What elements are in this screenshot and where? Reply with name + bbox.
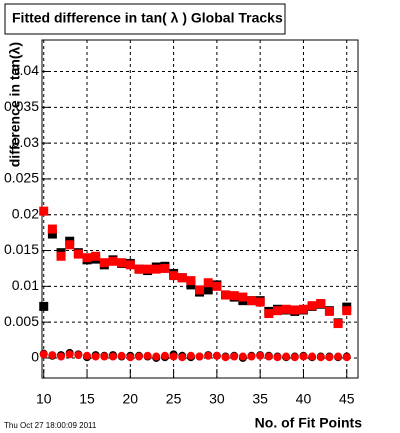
square-point (143, 264, 153, 274)
square-point (307, 301, 317, 311)
x-tick-label: 45 (339, 391, 355, 407)
circle-point (186, 351, 195, 360)
square-point (221, 290, 231, 300)
circle-point (282, 352, 291, 361)
square-point (39, 206, 49, 216)
circle-point (160, 351, 169, 360)
y-tick-label: 0.015 (4, 241, 39, 257)
circle-point (204, 351, 213, 360)
circle-point (230, 352, 239, 361)
circle-point (152, 352, 161, 361)
x-tick-label: 15 (79, 391, 95, 407)
square-point (73, 249, 83, 259)
circle-point (290, 353, 299, 362)
title-box (4, 3, 286, 35)
x-tick-label: 20 (123, 391, 139, 407)
circle-point (117, 351, 126, 360)
y-tick-label: 0.025 (4, 170, 39, 186)
circle-point (48, 351, 57, 360)
y-tick-label: 0.035 (4, 98, 39, 114)
circle-point (143, 351, 152, 360)
square-point (47, 229, 57, 239)
y-tick-label: 0.005 (4, 313, 39, 329)
circle-point (212, 351, 221, 360)
square-point (229, 291, 239, 301)
circle-point (108, 352, 117, 361)
square-point (298, 304, 308, 314)
square-point (125, 260, 135, 270)
circle-point (65, 350, 74, 359)
square-point (272, 306, 282, 316)
circle-point (126, 353, 135, 362)
square-point (324, 306, 334, 316)
y-tick-label: 0.02 (12, 205, 39, 221)
square-point (47, 224, 57, 234)
circle-point (238, 352, 247, 361)
circle-point (342, 353, 351, 362)
y-tick-label: 0 (31, 349, 39, 365)
square-point (108, 256, 118, 266)
square-point (151, 264, 161, 274)
y-tick-label: 0.04 (12, 62, 39, 78)
square-point (117, 258, 127, 268)
square-point (195, 285, 205, 295)
circle-point (308, 352, 317, 361)
circle-point (134, 352, 143, 361)
square-point (255, 297, 265, 307)
x-tick-label: 35 (252, 391, 268, 407)
square-point (290, 305, 300, 315)
square-point (186, 276, 196, 286)
x-tick-label: 30 (209, 391, 225, 407)
circle-point (256, 351, 265, 360)
chart-title: Fitted difference in tan( λ ) Global Tra… (12, 10, 283, 26)
square-point (247, 296, 257, 306)
circle-point (273, 353, 282, 362)
circle-point (316, 353, 325, 362)
circle-point (221, 353, 230, 362)
x-tick-label: 10 (36, 391, 52, 407)
square-point (82, 253, 92, 263)
circle-point (325, 353, 334, 362)
circle-point (334, 352, 343, 361)
circle-point (39, 350, 48, 359)
square-point (91, 251, 101, 261)
square-point (203, 278, 213, 288)
square-point (212, 281, 222, 291)
timestamp: Thu Oct 27 18:00:09 2011 (4, 421, 97, 430)
square-point (333, 319, 343, 329)
square-point (39, 301, 49, 311)
y-tick-label: 0.03 (12, 134, 39, 150)
square-point (342, 306, 352, 316)
square-point (316, 299, 326, 309)
circle-point (195, 352, 204, 361)
square-point (264, 309, 274, 319)
square-point (99, 258, 109, 268)
square-point (238, 292, 248, 302)
x-tick-label: 25 (166, 391, 182, 407)
circle-point (264, 352, 273, 361)
square-point (65, 240, 75, 250)
square-point (203, 285, 213, 295)
y-axis-title: difference in tan(λ) (7, 42, 23, 167)
square-point (160, 263, 170, 273)
circle-point (57, 352, 66, 361)
square-point (134, 264, 144, 274)
x-axis-title: No. of Fit Points (255, 415, 363, 431)
circle-point (83, 351, 92, 360)
circle-point (74, 351, 83, 360)
circle-point (178, 353, 187, 362)
circle-point (247, 352, 256, 361)
x-tick-label: 40 (296, 391, 312, 407)
square-point (281, 304, 291, 314)
circle-point (299, 352, 308, 361)
circle-point (100, 352, 109, 361)
y-tick-label: 0.01 (12, 277, 39, 293)
square-point (177, 273, 187, 283)
circle-point (169, 352, 178, 361)
square-point (56, 251, 66, 261)
circle-point (91, 352, 100, 361)
square-point (169, 271, 179, 281)
